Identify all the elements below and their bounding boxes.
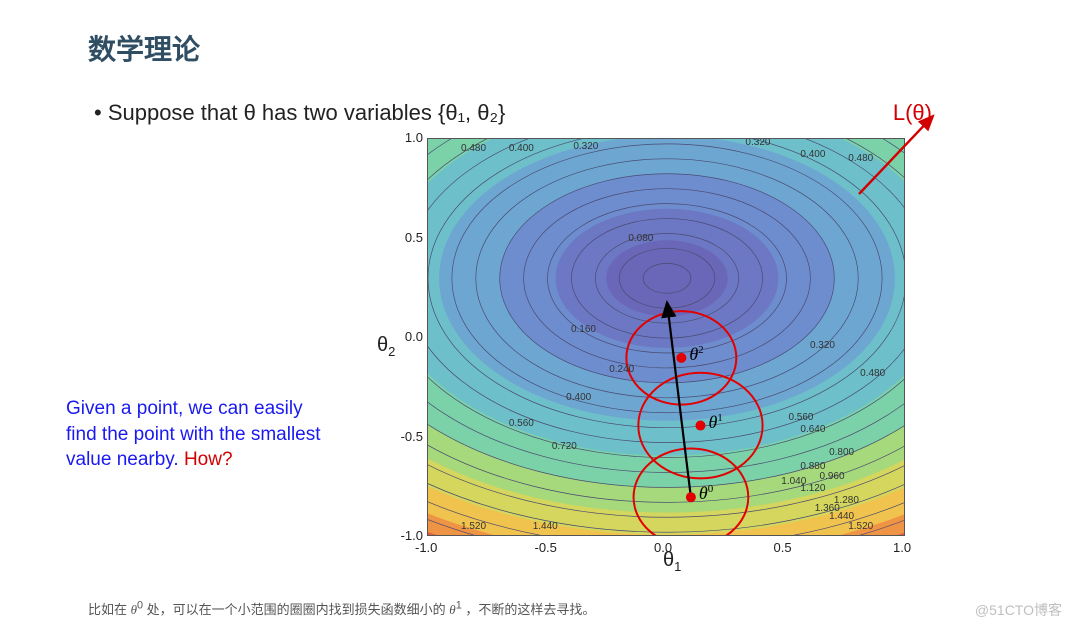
- contour-tick-label: 0.400: [800, 149, 825, 160]
- contour-tick-label: 0.640: [800, 424, 825, 435]
- contour-tick-label: 0.400: [509, 143, 534, 154]
- x-tick-label: -0.5: [535, 540, 557, 555]
- theta-point-label: θ1: [708, 412, 722, 433]
- contour-tick-label: 0.720: [552, 441, 577, 452]
- contour-chart: 0.480 0.400 0.320 0.320 0.400 0.480 0.080 0.160…: [373, 130, 913, 570]
- contour-tick-label: 0.080: [628, 233, 653, 244]
- contour-tick-label: 0.960: [820, 471, 845, 482]
- plot-area: 0.480 0.400 0.320 0.320 0.400 0.480 0.080 0.160…: [427, 138, 905, 536]
- l-theta-arrow-icon: [837, 100, 957, 220]
- contour-tick-label: 1.520: [848, 521, 873, 532]
- watermark: @51CTO博客: [975, 600, 1062, 620]
- contour-tick-label: 1.520: [461, 521, 486, 532]
- how-text: How?: [184, 449, 233, 470]
- section-title: 数学理论: [88, 28, 992, 68]
- given-text: Given a point, we can easily find the po…: [66, 396, 336, 473]
- x-tick-label: 1.0: [893, 540, 911, 555]
- contour-tick-label: 0.400: [566, 392, 591, 403]
- contour-tick-label: 0.560: [788, 412, 813, 423]
- caption-text: 比如在 θ0 处，可以在一个小范围的圈圈内找到损失函数细小的 θ1 ，不断的这样…: [88, 599, 595, 618]
- y-tick-label: 0.0: [393, 329, 423, 344]
- theta-point-label: θ0: [699, 483, 713, 504]
- contour-tick-label: 0.240: [609, 364, 634, 375]
- theta-point-label: θ2: [689, 344, 703, 365]
- contour-tick-label: 0.320: [573, 141, 598, 152]
- suppose-text: • Suppose that θ has two variables {θ₁, …: [94, 100, 505, 126]
- x-tick-label: 0.5: [774, 540, 792, 555]
- x-tick-label: 0.0: [654, 540, 672, 555]
- contour-tick-label: 0.320: [745, 138, 770, 148]
- contour-tick-label: 1.120: [800, 483, 825, 494]
- y-tick-label: 1.0: [393, 130, 423, 145]
- contour-tick-label: 0.800: [829, 447, 854, 458]
- contour-tick-label: 0.560: [509, 418, 534, 429]
- contour-tick-label: 1.440: [533, 521, 558, 532]
- y-tick-label: -1.0: [393, 528, 423, 543]
- y-tick-label: -0.5: [393, 429, 423, 444]
- slide-content: • Suppose that θ has two variables {θ₁, …: [88, 96, 992, 582]
- contour-tick-label: 0.320: [810, 340, 835, 351]
- y-tick-label: 0.5: [393, 230, 423, 245]
- contour-tick-label: 0.480: [860, 368, 885, 379]
- contour-tick-label: 0.480: [461, 143, 486, 154]
- contour-tick-label: 0.160: [571, 324, 596, 335]
